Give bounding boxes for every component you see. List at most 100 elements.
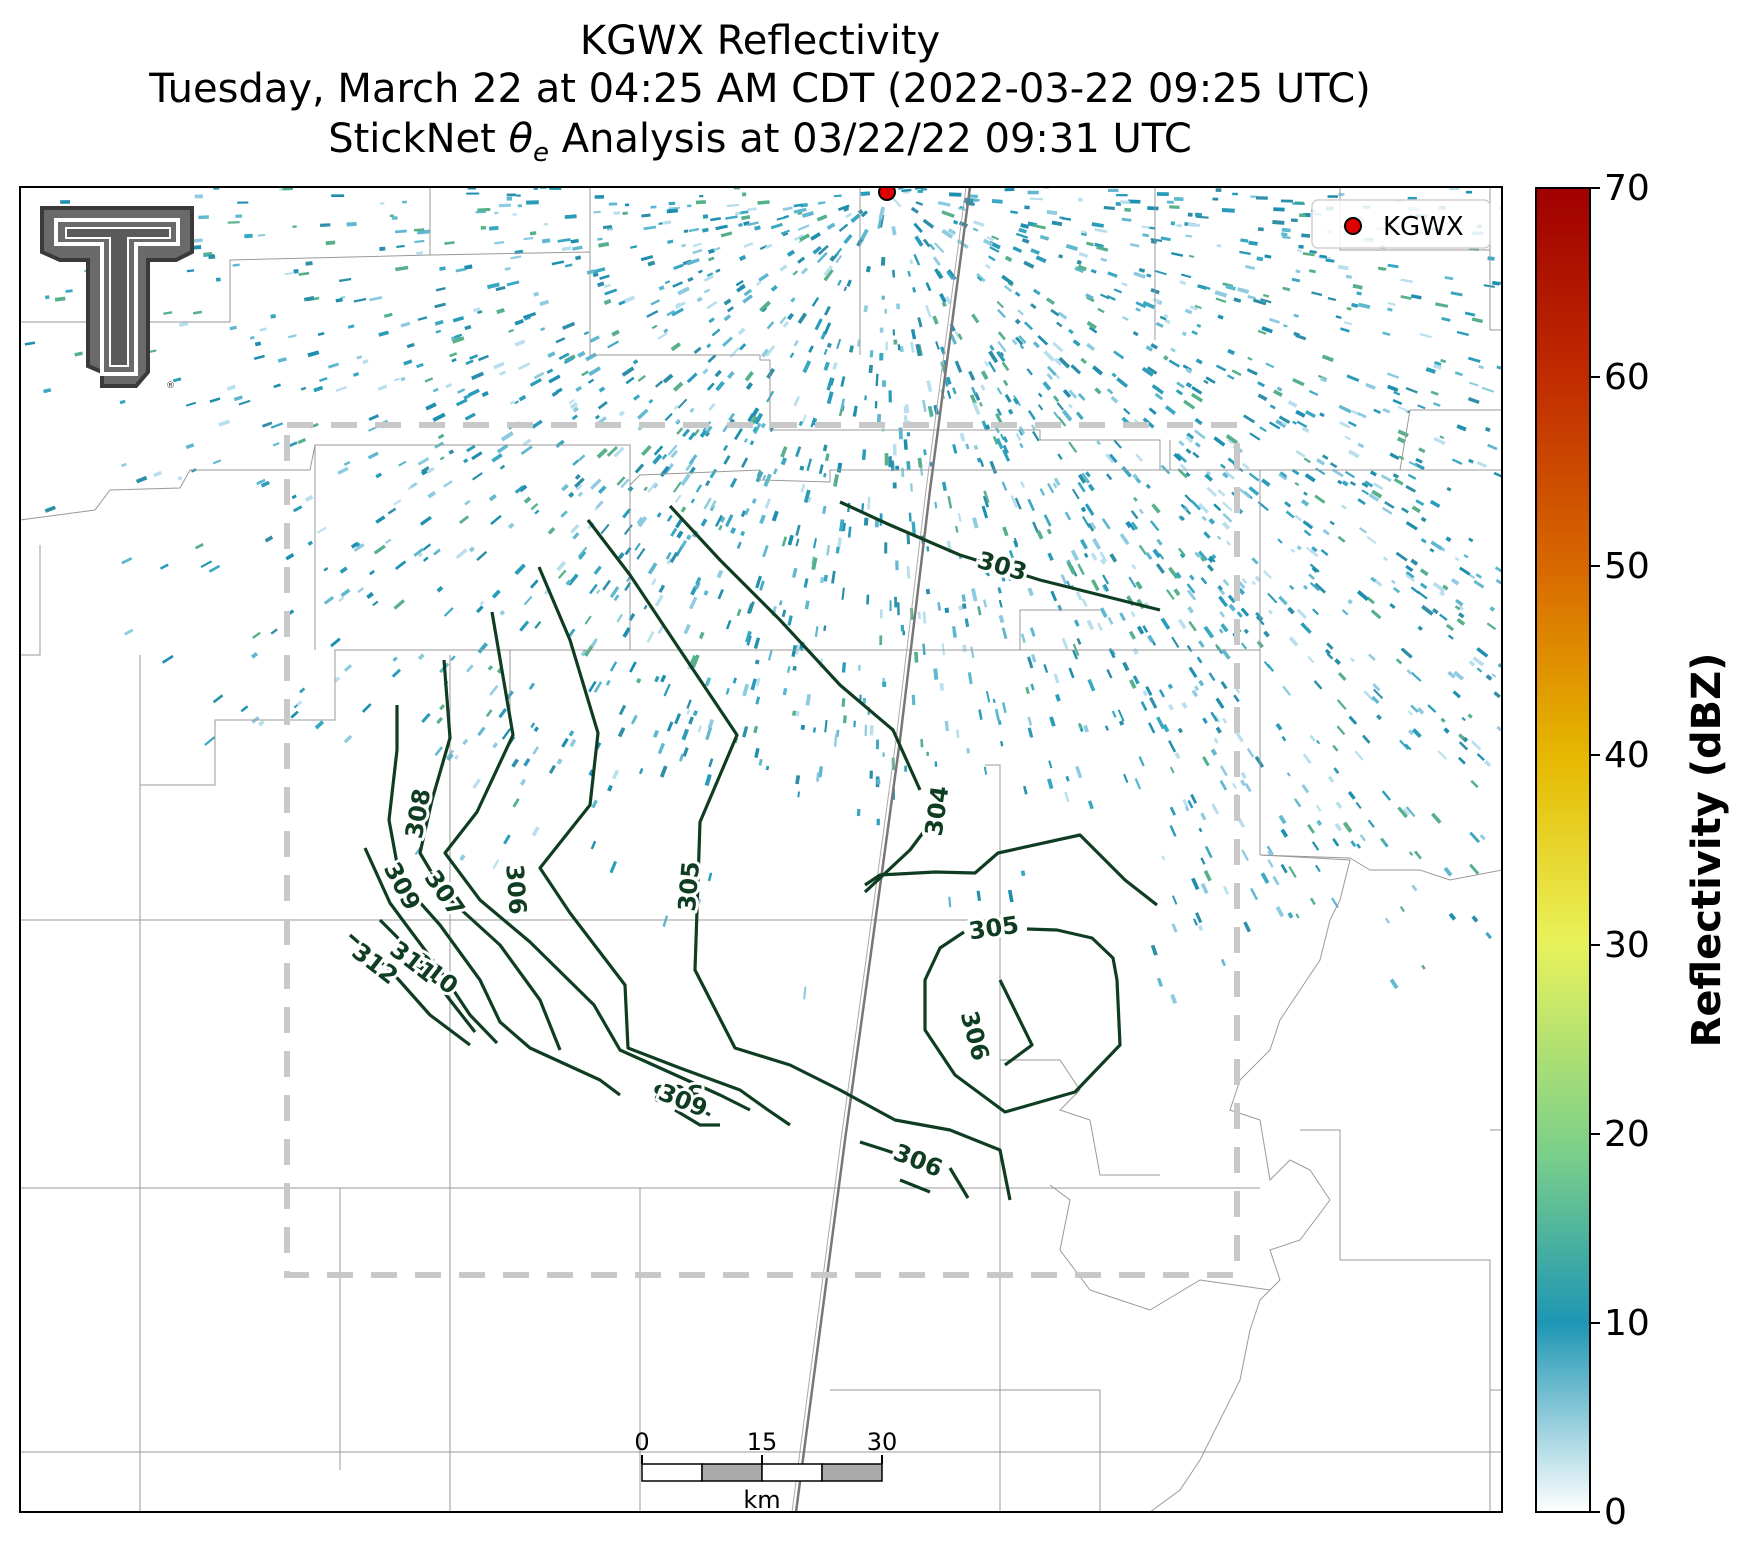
echo-mark [1387,384,1399,393]
echo-mark [606,227,613,231]
echo-mark [1058,356,1071,369]
echo-mark [739,343,747,351]
echo-mark [1011,338,1018,346]
echo-mark [727,370,735,380]
echo-mark [992,435,999,445]
echo-mark [1277,538,1283,544]
echo-mark [652,453,663,465]
echo-mark [285,552,295,561]
echo-mark [669,551,679,564]
echo-mark [1046,365,1057,376]
echo-mark [1012,246,1023,253]
echo-mark [233,395,243,402]
echo-mark [922,399,927,413]
echo-mark [496,443,509,454]
echo-mark [1332,468,1344,478]
kgwx-radar-marker[interactable] [878,184,896,201]
echo-mark [1156,538,1163,546]
echo-mark [557,238,571,243]
echo-mark [327,362,340,369]
echo-mark [476,550,488,562]
echo-mark [944,720,949,732]
echo-mark [1301,233,1311,238]
echo-mark [119,399,126,405]
echo-mark [753,637,761,649]
echo-mark [514,339,526,347]
echo-mark [983,566,989,576]
echo-mark [1350,840,1357,848]
echo-mark [941,301,947,308]
echo-mark [748,601,755,614]
echo-mark [904,404,910,414]
echo-mark [260,480,270,488]
echo-mark [577,491,584,498]
echo-mark [1107,616,1114,625]
echo-mark [1315,864,1321,873]
echo-mark [1494,566,1502,573]
echo-mark [1432,608,1439,615]
echo-mark [1418,447,1426,454]
echo-mark [1352,283,1363,290]
echo-mark [636,547,646,560]
echo-mark [726,203,740,208]
echo-mark [1305,410,1316,419]
echo-mark [419,515,432,526]
contour-306-e [899,1178,931,1194]
echo-mark [369,295,383,302]
echo-mark [491,453,503,463]
echo-mark [752,426,758,433]
echo-mark [1145,686,1153,696]
echo-mark [307,350,320,358]
echo-mark [913,253,921,266]
echo-mark [350,541,359,549]
echo-mark [764,498,772,509]
echo-mark [819,576,825,584]
echo-mark [1169,766,1175,774]
echo-mark [1198,679,1205,687]
echo-mark [270,422,284,429]
echo-mark [617,552,625,560]
echo-mark [666,721,674,732]
echo-mark [714,369,722,378]
echo-mark [1357,442,1365,449]
echo-mark [1386,372,1400,379]
echo-mark [1030,248,1040,255]
echo-mark [1373,482,1384,491]
echo-mark [1287,606,1295,615]
echo-mark [957,333,963,341]
echo-mark [860,210,869,218]
echo-mark [560,510,568,518]
echo-mark [598,386,606,393]
echo-mark [1001,274,1014,286]
echo-mark [1177,727,1183,734]
echo-mark [124,628,134,636]
echo-mark [1302,520,1314,530]
echo-mark [1382,331,1391,337]
echo-mark [1456,330,1469,337]
echo-mark [841,698,846,707]
echo-mark [413,228,425,232]
echo-mark [983,360,989,367]
echo-mark [1184,805,1190,812]
echo-mark [793,207,807,214]
echo-mark [664,280,671,285]
echo-mark [1106,388,1114,395]
echo-mark [742,683,750,697]
echo-mark [1287,912,1294,919]
echo-mark [1432,363,1442,370]
echo-mark [335,385,347,393]
echo-mark [925,588,931,595]
echo-mark [1145,551,1153,561]
echo-mark [723,455,731,465]
echo-mark [692,242,702,248]
echo-mark [356,355,363,360]
echo-mark [304,494,314,502]
contour-307 [443,611,751,1112]
echo-mark [417,316,428,321]
echo-mark [249,335,255,340]
contour-306-a [537,566,791,1127]
echo-mark [534,509,540,515]
echo-mark [1164,405,1176,415]
echo-mark [1176,223,1183,228]
echo-mark [802,414,807,423]
